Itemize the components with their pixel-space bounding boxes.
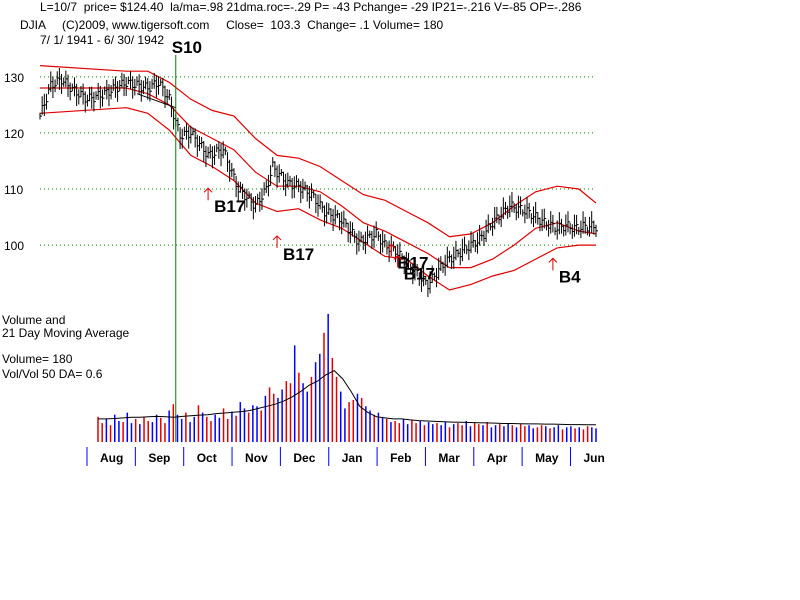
signal-label: B17 [214, 197, 245, 216]
month-label: Apr [487, 451, 508, 465]
month-label: Sep [148, 451, 170, 465]
y-tick-label: 120 [4, 127, 24, 141]
volume-title-line-1: Volume and [2, 313, 66, 327]
y-tick-label: 130 [4, 71, 24, 85]
signal-label: B17 [397, 253, 428, 272]
month-label: Feb [390, 451, 411, 465]
buy-arrow [548, 257, 558, 271]
buy-arrow [386, 243, 396, 257]
buy-arrow [393, 254, 403, 268]
month-label: Jun [583, 451, 604, 465]
month-label: Aug [100, 451, 123, 465]
month-label: Nov [245, 451, 268, 465]
signal-label: B17 [404, 265, 435, 284]
month-label: May [535, 451, 559, 465]
header-line-2: DJIA (C)2009, www.tigersoft.com Close= 1… [20, 18, 444, 32]
buy-arrow [203, 187, 213, 201]
band-upper [39, 65, 597, 238]
month-label: Mar [438, 451, 460, 465]
signal-label: B4 [559, 267, 581, 286]
volume-value-text: Volume= 180 [2, 352, 73, 366]
signal-label: S10 [172, 38, 202, 57]
trendline [136, 93, 176, 109]
band-middle [40, 87, 597, 269]
y-tick-label: 100 [4, 239, 24, 253]
y-tick-label: 110 [4, 183, 23, 197]
month-label: Jan [342, 451, 363, 465]
volume-ratio-text: Vol/Vol 50 DA= 0.6 [2, 367, 103, 381]
buy-arrow [272, 235, 282, 248]
volume-ma-line [98, 369, 596, 426]
month-label: Dec [293, 451, 315, 465]
volume-title-line-2: 21 Day Moving Average [2, 326, 130, 340]
header-line-1: L=10/7 price= $124.40 la/ma=.98 21dma.ro… [40, 0, 582, 14]
month-label: Oct [197, 451, 217, 465]
header-line-3: 7/ 1/ 1941 - 6/ 30/ 1942 [40, 33, 165, 47]
signal-label: B17 [283, 245, 314, 264]
